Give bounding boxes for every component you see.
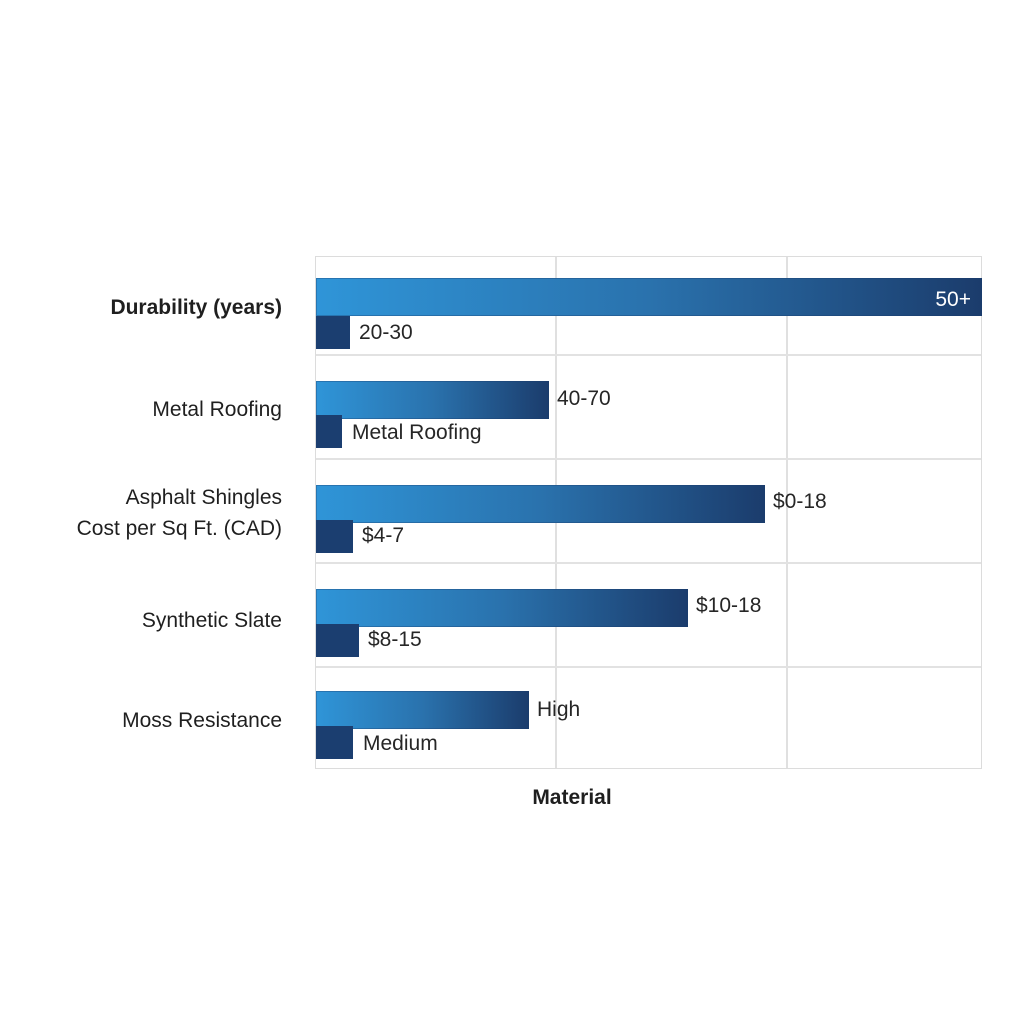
bar-primary-asphalt-shingles[interactable] [316,485,765,523]
gridline-horizontal-3 [316,562,981,564]
value-label-primary: $10-18 [696,594,762,617]
bar-secondary-durability[interactable] [316,316,350,349]
value-label-secondary: $8-15 [368,628,422,651]
value-label-secondary: Metal Roofing [352,421,482,444]
bar-primary-durability[interactable] [316,278,982,316]
value-label-secondary: $4-7 [362,524,405,547]
category-label-asphalt-shingles: Asphalt Shingles [125,486,282,509]
bar-primary-synthetic-slate[interactable] [316,589,688,627]
gridline-horizontal-1 [316,354,981,356]
bar-secondary-moss-resistance[interactable] [316,726,353,759]
bar-secondary-metal-roofing[interactable] [316,415,342,448]
category-label-cost-per-sqft: Cost per Sq Ft. (CAD) [76,517,282,540]
category-label-metal-roofing: Metal Roofing [152,398,282,421]
value-label-primary: 50+ [935,288,971,311]
bar-primary-moss-resistance[interactable] [316,691,529,729]
gridline-horizontal-4 [316,666,981,668]
bar-secondary-asphalt-shingles[interactable] [316,520,353,553]
x-axis-title: Material [532,786,612,809]
value-label-secondary: 20-30 [359,321,413,344]
category-label-durability: Durability (years) [110,296,282,319]
bar-secondary-synthetic-slate[interactable] [316,624,359,657]
value-label-secondary: Medium [363,732,438,755]
bar-primary-metal-roofing[interactable] [316,381,549,419]
gridline-horizontal-2 [316,458,981,460]
category-label-moss-resistance: Moss Resistance [122,709,282,732]
value-label-primary: High [537,698,581,721]
plot-area: 50+ 20-30 40-70 Metal Roofing $0-18 $4-7… [315,256,982,769]
value-label-primary: 40-70 [557,387,611,410]
category-label-synthetic-slate: Synthetic Slate [141,609,282,632]
gridline-vertical-2 [786,257,788,768]
value-label-primary: $0-18 [773,490,827,513]
